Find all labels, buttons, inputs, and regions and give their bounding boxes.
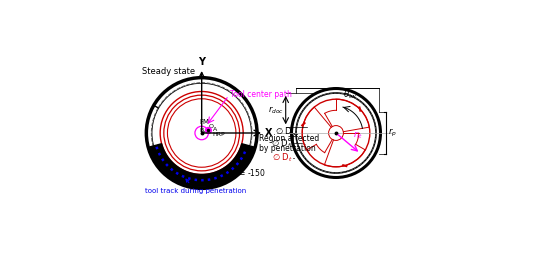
Text: $\varnothing$ D$_t$: $\varnothing$ D$_t$: [272, 152, 293, 164]
Text: O: O: [209, 124, 214, 129]
Text: $r_{tt}$: $r_{tt}$: [353, 130, 363, 141]
Text: B: B: [199, 128, 203, 133]
Polygon shape: [149, 144, 254, 187]
Text: $r_p$: $r_p$: [388, 127, 397, 139]
Text: HRP: HRP: [212, 132, 225, 137]
Text: Y: Y: [198, 57, 205, 67]
Text: $\varnothing$ D$_f$: $\varnothing$ D$_f$: [271, 137, 293, 149]
Text: Region affected
by penetration: Region affected by penetration: [259, 134, 319, 153]
Text: $\varnothing$ D: $\varnothing$ D: [275, 126, 293, 136]
Text: $\theta_1$= -150: $\theta_1$= -150: [230, 167, 266, 180]
Text: X: X: [265, 128, 273, 138]
Text: $r_{doc}$: $r_{doc}$: [267, 104, 283, 116]
Text: A: A: [213, 127, 217, 132]
Text: FM: FM: [199, 119, 210, 125]
Text: $\theta_{tw}$: $\theta_{tw}$: [344, 88, 358, 101]
Text: Tool center path: Tool center path: [230, 90, 292, 99]
Text: tool track during penetration: tool track during penetration: [144, 179, 246, 194]
Text: Steady state: Steady state: [142, 67, 195, 76]
